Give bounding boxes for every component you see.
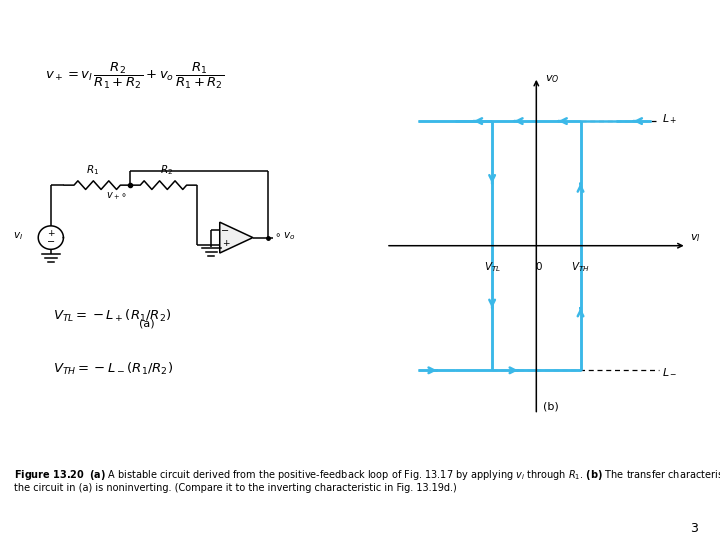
Text: $L_-$: $L_-$ bbox=[662, 367, 677, 377]
Text: $v_I$: $v_I$ bbox=[690, 232, 701, 244]
Polygon shape bbox=[220, 222, 253, 253]
Text: $v_I$: $v_I$ bbox=[13, 230, 23, 242]
Text: $v_+\!\circ$: $v_+\!\circ$ bbox=[107, 190, 127, 202]
Text: $L_+$: $L_+$ bbox=[662, 112, 677, 126]
Text: $v_O$: $v_O$ bbox=[545, 73, 559, 85]
Text: $V_{TH}$: $V_{TH}$ bbox=[571, 260, 590, 274]
Text: $\bf{Figure\ 13.20}$  $\bf{(a)}$ A bistable circuit derived from the positive-fe: $\bf{Figure\ 13.20}$ $\bf{(a)}$ A bistab… bbox=[14, 468, 720, 493]
Text: −: − bbox=[221, 226, 230, 237]
Text: $R_1$: $R_1$ bbox=[86, 164, 99, 178]
Text: $V_{TL}$: $V_{TL}$ bbox=[484, 260, 500, 274]
Text: +: + bbox=[222, 239, 229, 248]
Text: $\circ\;v_o$: $\circ\;v_o$ bbox=[274, 230, 296, 242]
Text: −: − bbox=[47, 237, 55, 247]
Text: (b): (b) bbox=[543, 402, 559, 411]
Text: 3: 3 bbox=[690, 522, 698, 535]
Text: $V_{TH} = -L_-(R_1/R_2)$: $V_{TH} = -L_-(R_1/R_2)$ bbox=[53, 361, 174, 377]
Text: (a): (a) bbox=[139, 319, 155, 329]
Text: $v_+ = v_I\,\dfrac{R_2}{R_1+R_2} + v_o\,\dfrac{R_1}{R_1+R_2}$: $v_+ = v_I\,\dfrac{R_2}{R_1+R_2} + v_o\,… bbox=[45, 60, 224, 91]
Text: $V_{TL} = -L_+(R_1/R_2)$: $V_{TL} = -L_+(R_1/R_2)$ bbox=[53, 308, 171, 324]
Text: +: + bbox=[47, 229, 55, 238]
Text: $R_2$: $R_2$ bbox=[161, 164, 174, 178]
Text: $0$: $0$ bbox=[536, 260, 543, 272]
